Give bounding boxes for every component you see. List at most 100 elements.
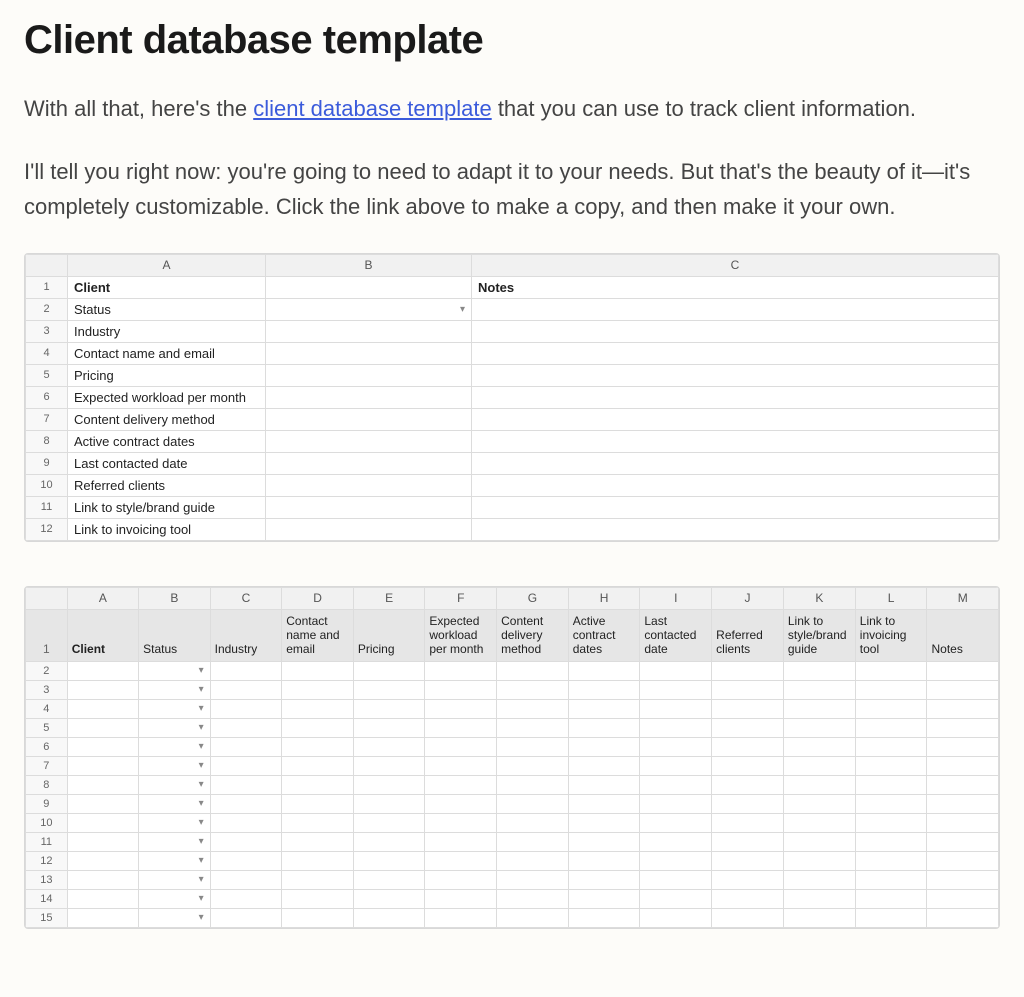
chevron-down-icon[interactable]: ▾ xyxy=(460,304,465,315)
row-header[interactable]: 1 xyxy=(26,609,68,661)
cell[interactable] xyxy=(353,661,425,680)
dropdown-cell[interactable]: ▾ xyxy=(139,699,210,718)
dropdown-cell[interactable]: ▾ xyxy=(139,813,210,832)
cell[interactable] xyxy=(67,794,138,813)
cell[interactable] xyxy=(497,813,569,832)
cell[interactable] xyxy=(472,408,999,430)
cell[interactable] xyxy=(640,718,712,737)
cell[interactable] xyxy=(425,870,497,889)
cell[interactable] xyxy=(927,756,999,775)
cell[interactable] xyxy=(783,832,855,851)
cell[interactable] xyxy=(783,870,855,889)
row-header[interactable]: 14 xyxy=(26,889,68,908)
cell[interactable] xyxy=(783,699,855,718)
template-link[interactable]: client database template xyxy=(253,96,492,121)
cell[interactable] xyxy=(472,342,999,364)
cell[interactable] xyxy=(640,661,712,680)
cell[interactable] xyxy=(568,870,640,889)
cell[interactable] xyxy=(282,851,354,870)
cell[interactable] xyxy=(210,870,282,889)
cell[interactable] xyxy=(497,699,569,718)
cell[interactable] xyxy=(67,661,138,680)
row-header[interactable]: 1 xyxy=(26,276,68,298)
cell[interactable] xyxy=(640,870,712,889)
chevron-down-icon[interactable]: ▾ xyxy=(199,817,204,828)
cell[interactable] xyxy=(640,813,712,832)
cell[interactable] xyxy=(568,851,640,870)
cell[interactable] xyxy=(353,908,425,927)
row-header[interactable]: 9 xyxy=(26,452,68,474)
cell[interactable] xyxy=(568,661,640,680)
col-header[interactable]: A xyxy=(68,254,266,276)
header-cell[interactable]: Link to style/brand guide xyxy=(783,609,855,661)
col-header[interactable]: I xyxy=(640,587,712,609)
cell[interactable] xyxy=(640,794,712,813)
cell[interactable] xyxy=(712,851,784,870)
cell[interactable] xyxy=(425,699,497,718)
cell[interactable] xyxy=(282,832,354,851)
header-cell[interactable]: Referred clients xyxy=(712,609,784,661)
cell[interactable] xyxy=(855,832,927,851)
cell[interactable] xyxy=(266,496,472,518)
cell[interactable] xyxy=(855,680,927,699)
cell[interactable] xyxy=(640,889,712,908)
cell[interactable] xyxy=(353,851,425,870)
cell[interactable] xyxy=(67,680,138,699)
chevron-down-icon[interactable]: ▾ xyxy=(199,760,204,771)
row-header[interactable]: 5 xyxy=(26,718,68,737)
cell[interactable] xyxy=(210,832,282,851)
cell[interactable] xyxy=(210,851,282,870)
cell[interactable] xyxy=(783,718,855,737)
row-header[interactable]: 13 xyxy=(26,870,68,889)
chevron-down-icon[interactable]: ▾ xyxy=(199,665,204,676)
cell[interactable] xyxy=(67,908,138,927)
cell[interactable] xyxy=(783,756,855,775)
row-header[interactable]: 2 xyxy=(26,298,68,320)
cell[interactable] xyxy=(282,661,354,680)
cell[interactable]: Pricing xyxy=(68,364,266,386)
col-header[interactable]: F xyxy=(425,587,497,609)
col-header[interactable]: C xyxy=(210,587,282,609)
header-cell[interactable]: Link to invoicing tool xyxy=(855,609,927,661)
row-header[interactable]: 4 xyxy=(26,699,68,718)
cell[interactable] xyxy=(783,908,855,927)
chevron-down-icon[interactable]: ▾ xyxy=(199,779,204,790)
cell[interactable] xyxy=(266,364,472,386)
cell[interactable] xyxy=(353,756,425,775)
cell[interactable] xyxy=(712,870,784,889)
cell[interactable] xyxy=(712,756,784,775)
cell[interactable] xyxy=(568,813,640,832)
cell[interactable] xyxy=(568,718,640,737)
header-cell[interactable]: Last contacted date xyxy=(640,609,712,661)
cell[interactable] xyxy=(67,832,138,851)
cell[interactable] xyxy=(210,699,282,718)
cell[interactable] xyxy=(425,737,497,756)
cell[interactable] xyxy=(472,364,999,386)
cell[interactable] xyxy=(472,452,999,474)
cell[interactable] xyxy=(927,813,999,832)
cell[interactable] xyxy=(640,680,712,699)
row-header[interactable]: 6 xyxy=(26,386,68,408)
cell[interactable]: Contact name and email xyxy=(68,342,266,364)
row-header[interactable]: 3 xyxy=(26,320,68,342)
cell[interactable] xyxy=(497,908,569,927)
cell[interactable] xyxy=(927,718,999,737)
cell[interactable] xyxy=(67,889,138,908)
row-header[interactable]: 9 xyxy=(26,794,68,813)
cell[interactable] xyxy=(640,851,712,870)
cell[interactable] xyxy=(712,832,784,851)
cell[interactable] xyxy=(783,794,855,813)
cell[interactable] xyxy=(472,320,999,342)
row-header[interactable]: 6 xyxy=(26,737,68,756)
cell[interactable] xyxy=(353,813,425,832)
cell[interactable] xyxy=(568,756,640,775)
cell[interactable] xyxy=(67,813,138,832)
row-header[interactable]: 8 xyxy=(26,430,68,452)
cell[interactable] xyxy=(497,851,569,870)
cell[interactable] xyxy=(425,813,497,832)
row-header[interactable]: 11 xyxy=(26,496,68,518)
dropdown-cell[interactable]: ▾ xyxy=(139,680,210,699)
cell[interactable] xyxy=(266,408,472,430)
cell[interactable] xyxy=(783,813,855,832)
row-header[interactable]: 7 xyxy=(26,408,68,430)
